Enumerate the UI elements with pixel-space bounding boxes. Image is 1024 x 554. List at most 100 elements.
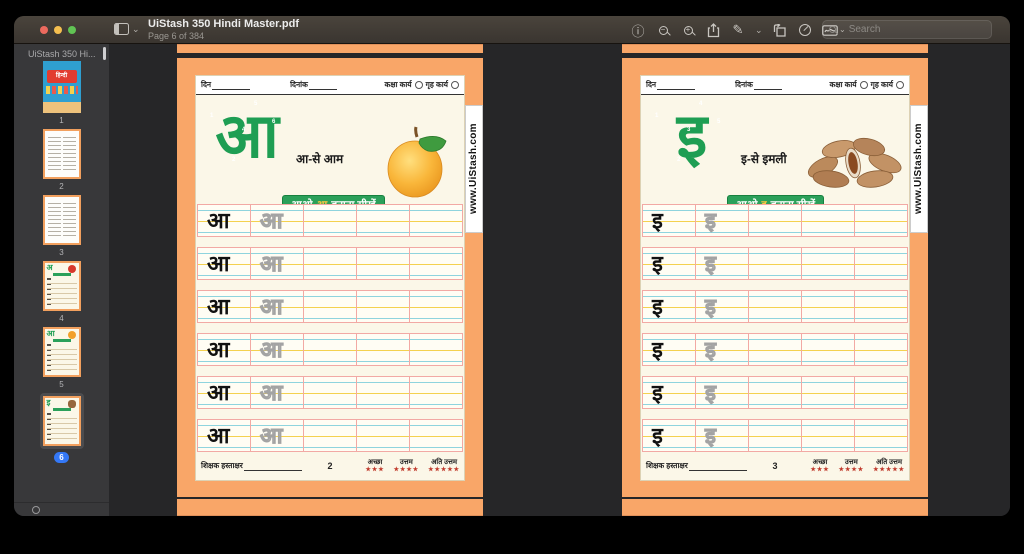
sidebar-footer [14, 502, 109, 516]
selected-page-badge: 6 [54, 452, 69, 463]
practice-row: इ इ [642, 419, 908, 452]
empty-cell [304, 291, 357, 322]
traced-letter-cell: आ [251, 291, 304, 322]
partial-page-below-left [177, 499, 483, 516]
page-number: 2 [327, 461, 333, 471]
rating-scale: अच्छा ★★★ उत्तम ★★★★ अति उत्तम ★★★★★ [365, 459, 460, 473]
empty-cell [357, 205, 410, 236]
empty-cell [802, 248, 855, 279]
pdf-page-i: दिन दिनांक कक्षा कार्य गृह कार्य इ [622, 58, 928, 497]
empty-cell [749, 377, 802, 408]
thumbnail-page-6-selected[interactable]: इ 6 [39, 393, 84, 463]
empty-cell [304, 334, 357, 365]
search-input[interactable] [848, 24, 985, 35]
thumbnail-page-4[interactable]: अ 4 [42, 261, 81, 324]
empty-cell [357, 420, 410, 451]
thumbnail-sidebar: UiStash 350 Hi... हिन्दी 1 [14, 44, 110, 516]
stroke-number: 5 [254, 101, 258, 107]
practice-row: इ इ [642, 333, 908, 366]
practice-rows: आ आ आ आ [196, 204, 464, 462]
rotate-left-icon[interactable] [772, 22, 788, 38]
website-watermark: www.UiStash.com [910, 105, 928, 233]
search-chevron-icon: ⌄ [839, 25, 846, 34]
search-field[interactable]: ⌄ [822, 20, 992, 39]
date-label: दिनांक [735, 80, 753, 89]
sidebar-scrollbar[interactable] [103, 47, 106, 60]
thumbnail-page-3[interactable]: 3 [42, 195, 81, 258]
thumbnail-worksheet-preview: आ [42, 327, 81, 377]
preview-window: ⌄ UiStash 350 Hindi Master.pdf Page 6 of… [14, 16, 1010, 516]
thumbnail-page-1[interactable]: हिन्दी 1 [42, 61, 81, 126]
mini-letter: अ [46, 263, 53, 272]
minimize-button[interactable] [54, 26, 62, 34]
thumbnail-page-5[interactable]: आ 5 [42, 327, 81, 390]
markup-icon[interactable]: ✎ [732, 22, 744, 37]
solid-letter-cell: आ [198, 205, 251, 236]
chevron-down-icon: ⌄ [132, 23, 140, 34]
annotate-icon[interactable] [797, 22, 813, 38]
practice-row: आ आ [197, 247, 463, 280]
empty-cell [410, 291, 462, 322]
solid-letter-cell: इ [643, 377, 696, 408]
page-status: Page 6 of 384 [148, 31, 205, 41]
mini-letter: इ [46, 398, 51, 407]
letter-section: इ 1 2 3 4 5 इ-से इमली [641, 95, 909, 215]
homework-checkbox [451, 81, 459, 89]
classwork-label: कक्षा कार्य [384, 80, 412, 89]
empty-cell [855, 377, 907, 408]
empty-cell [749, 291, 802, 322]
homework-checkbox [896, 81, 904, 89]
zoom-window-button[interactable] [68, 26, 76, 34]
solid-letter-cell: आ [198, 291, 251, 322]
traced-letter-cell: आ [251, 334, 304, 365]
empty-cell [855, 291, 907, 322]
empty-cell [802, 377, 855, 408]
empty-cell [304, 248, 357, 279]
markup-menu-chevron-icon[interactable]: ⌄ [755, 24, 763, 35]
partial-page-below-right [622, 499, 928, 516]
practice-row: आ आ [197, 419, 463, 452]
zoom-in-icon[interactable]: + [680, 22, 696, 38]
solid-letter-cell: इ [643, 291, 696, 322]
empty-cell [802, 334, 855, 365]
titlebar: ⌄ UiStash 350 Hindi Master.pdf Page 6 of… [14, 16, 1010, 44]
practice-row: इ इ [642, 247, 908, 280]
partial-page-above-left [177, 44, 483, 53]
practice-row: इ इ [642, 290, 908, 323]
sidebar-options-icon[interactable] [32, 506, 40, 514]
solid-letter-cell: आ [198, 248, 251, 279]
share-icon[interactable] [705, 22, 721, 38]
info-icon[interactable]: ⓘ [631, 23, 645, 39]
cover-title: हिन्दी [46, 70, 77, 83]
zoom-out-icon[interactable]: − [655, 22, 671, 38]
empty-cell [410, 420, 462, 451]
stroke-number: 3 [687, 127, 691, 133]
empty-cell [749, 248, 802, 279]
empty-cell [410, 334, 462, 365]
close-button[interactable] [40, 26, 48, 34]
empty-cell [802, 420, 855, 451]
apple-icon [67, 265, 76, 273]
traced-letter-cell: इ [696, 420, 749, 451]
empty-cell [802, 205, 855, 236]
solid-letter-cell: इ [643, 205, 696, 236]
day-label: दिन [646, 80, 657, 89]
title-block: UiStash 350 Hindi Master.pdf Page 6 of 3… [148, 18, 299, 41]
solid-letter-cell: इ [643, 420, 696, 451]
practice-row: आ आ [197, 376, 463, 409]
practice-row: आ आ [197, 333, 463, 366]
empty-cell [357, 291, 410, 322]
stroke-number: 1 [210, 113, 214, 119]
page-number: 3 [772, 461, 778, 471]
sidebar-toggle-button[interactable]: ⌄ [114, 23, 140, 35]
practice-row: इ इ [642, 204, 908, 237]
partial-page-above-right [622, 44, 928, 53]
thumbnail-page-2[interactable]: 2 [42, 129, 81, 192]
practice-row: इ इ [642, 376, 908, 409]
classwork-checkbox [414, 81, 423, 89]
cover-footer-band [42, 102, 81, 113]
empty-cell [749, 205, 802, 236]
search-icon [829, 26, 836, 33]
solid-letter-cell: आ [198, 377, 251, 408]
traffic-lights [40, 26, 76, 34]
